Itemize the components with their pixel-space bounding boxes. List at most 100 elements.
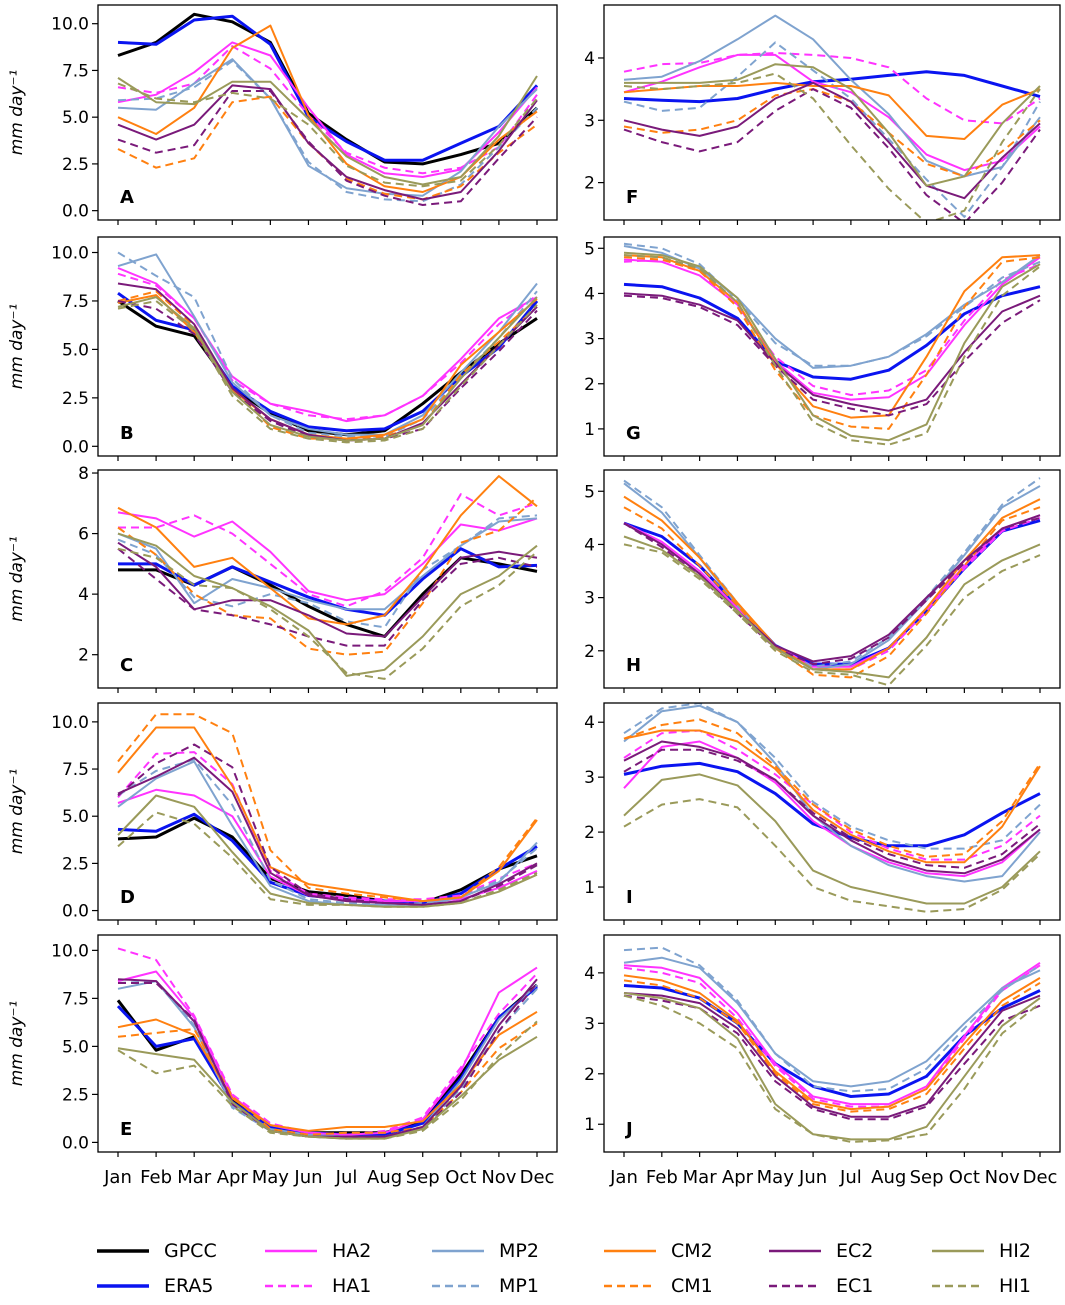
series-line-hi1 [117,1020,538,1140]
series-line-era5 [117,812,538,905]
series-line-ha2 [117,966,538,1136]
panel-label: F [626,187,638,208]
series-line-hi2 [623,251,1041,442]
series-line-mp2 [623,956,1041,1088]
xtick-label: Nov [481,1167,516,1188]
ytick-label: 2 [584,642,595,662]
axes-frame [603,4,1061,221]
xtick-label: Mar [683,1167,718,1188]
ytick-label: 2 [78,646,89,666]
series-line-hi1 [117,547,538,680]
xtick-label: Feb [140,1167,172,1188]
panel-label: G [626,423,641,444]
series-line-cm2 [623,974,1041,1111]
series-group [623,242,1041,446]
ytick-label: 4 [584,49,595,69]
series-group [623,477,1041,687]
series-group [117,12,539,206]
ytick-label: 2 [584,375,595,395]
legend-entry-era5: ERA5 [97,1275,214,1297]
ytick-label: 0.0 [62,1133,89,1153]
series-group [623,946,1041,1143]
legend-label: CM1 [671,1275,713,1297]
panel-F: 2 3 4 F [584,4,1061,225]
ytick-label: 3 [584,768,595,788]
series-line-ec2 [117,541,538,638]
series-line-mp1 [623,477,1041,668]
series-line-ec2 [623,514,1041,663]
axes-frame [603,702,1061,921]
series-line-ec2 [623,992,1041,1118]
panel-B: 0.0 2.5 5.0 7.5 10.0 Bmm day⁻¹ [7,236,558,461]
ytick-label: 5 [584,482,595,502]
series-group [623,14,1041,220]
series-line-cm1 [117,713,538,903]
xtick-label: Nov [985,1167,1020,1188]
legend-entry-ec1: EC1 [769,1275,873,1297]
series-line-ec2 [623,81,1041,200]
series-line-cm2 [117,475,538,626]
ytick-label: 2 [584,823,595,843]
series-line-cm1 [623,718,1041,858]
ytick-label: 10.0 [51,941,89,961]
panel-label: A [120,187,134,208]
series-line-mp2 [117,980,538,1138]
series-line-hi2 [624,63,1041,187]
ytick-label: 5 [584,239,595,259]
series-line-ha1 [117,272,538,421]
panel-A: 0.0 2.5 5.0 7.5 10.0 Amm day⁻¹ [7,4,558,225]
series-line-ha2 [623,961,1041,1106]
ytick-label: 3 [584,589,595,609]
series-line-era5 [623,70,1041,104]
xtick-label: Mar [177,1167,212,1188]
ytick-label: 7.5 [62,61,89,81]
axes-frame [97,236,558,457]
series-line-mp2 [623,704,1041,883]
series-line-cm1 [623,256,1041,430]
series-line-ha1 [118,493,538,608]
panel-label: E [120,1119,132,1140]
legend-label: HA2 [332,1240,371,1262]
series-line-era5 [117,14,539,162]
panel-E: 0.0 2.5 5.0 7.5 10.0 Emm day⁻¹ Jan Feb Mar Apr May… [7,934,558,1188]
series-line-hi1 [117,811,538,908]
series-line-ha2 [623,740,1041,878]
series-line-gpcc [117,816,538,905]
xtick-label: Jun [293,1167,322,1188]
series-line-hi1 [623,72,1041,220]
legend-entry-gpcc: GPCC [97,1240,217,1262]
xtick-label: Feb [646,1167,678,1188]
series-line-cm2 [623,729,1041,864]
ytick-label: 2 [584,174,595,194]
panel-label: I [626,887,633,908]
series-line-cm1 [623,88,1041,178]
series-line-ha2 [623,53,1041,172]
series-line-ec1 [117,547,538,647]
legend-entry-ha2: HA2 [265,1240,371,1262]
ytick-label: 8 [78,464,89,484]
legend: GPCC ERA5 HA2 HA1 MP2 MP1 CM2 CM1 EC2 EC1 HI2 HI1 [97,1240,1031,1297]
ytick-label: 1 [584,878,595,898]
panel-label: B [120,423,134,444]
ytick-label: 2.5 [62,155,89,175]
legend-label: GPCC [164,1240,217,1262]
ytick-label: 4 [584,284,595,304]
xtick-label: Jan [609,1167,638,1188]
axes-frame [97,934,558,1153]
xtick-label: Sep [406,1167,440,1188]
series-group [117,475,538,680]
ytick-label: 7.5 [62,292,89,312]
y-axis-label: mm day⁻¹ [7,1001,27,1087]
panel-label: H [626,655,641,676]
xtick-label: Jul [335,1167,358,1188]
xtick-label: Apr [217,1167,249,1188]
ytick-label: 5.0 [62,807,89,827]
y-axis-label: mm day⁻¹ [7,70,27,156]
series-line-era5 [623,282,1041,381]
ytick-label: 4 [78,585,89,605]
axes-frame [97,4,558,221]
ytick-label: 0.0 [62,202,89,222]
series-line-hi1 [623,994,1041,1143]
ytick-label: 4 [584,964,595,984]
